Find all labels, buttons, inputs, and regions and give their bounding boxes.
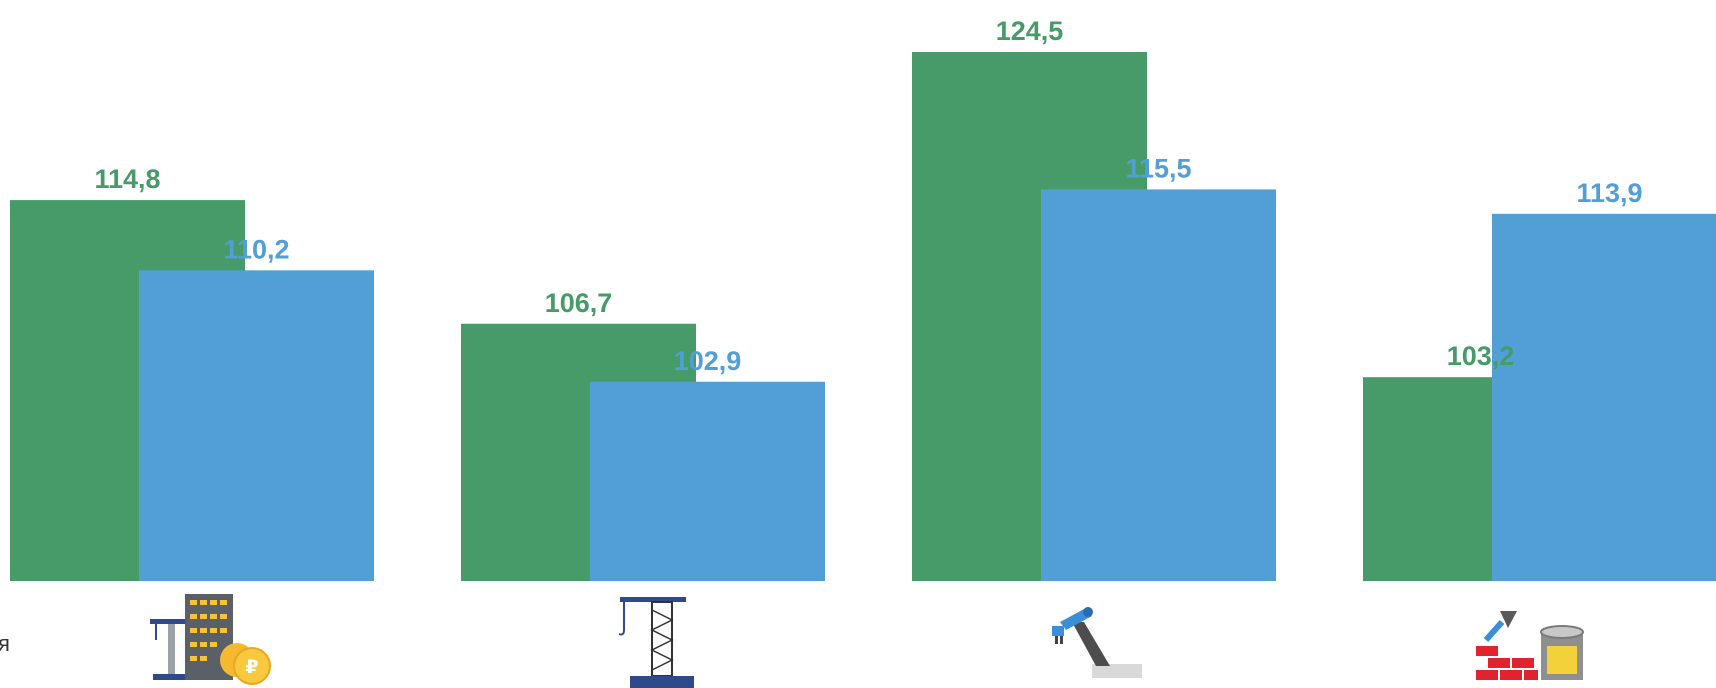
value-label-series-1-category-4: 103,2 [1447, 341, 1515, 371]
value-label-series-2-category-4: 113,9 [1576, 178, 1642, 208]
tower-crane-icon [618, 597, 694, 688]
value-label-series-1-category-1: 114,8 [94, 164, 160, 194]
value-label-series-2-category-3: 115,5 [1125, 153, 1191, 183]
building-materials-icon [1476, 611, 1584, 680]
bar-series-2-category-1 [139, 270, 374, 581]
value-labels-layer: 114,8 106,7 124,5 103,2 110,2 102,9 115,5 113,9 [94, 16, 1642, 376]
bar-series-2-category-2 [590, 381, 825, 581]
bar-series-2-category-4 [1492, 213, 1716, 582]
bar-series-2-category-3 [1041, 189, 1276, 582]
value-label-series-1-category-3: 124,5 [996, 16, 1064, 46]
bars-layer [10, 52, 1716, 582]
svg-text:₽: ₽ [245, 656, 258, 678]
robotic-arm-icon [1052, 607, 1142, 678]
value-label-series-2-category-2: 102,9 [674, 346, 742, 376]
value-label-series-1-category-2: 106,7 [545, 288, 613, 318]
cropped-left-text: я [0, 631, 10, 656]
construction-finance-icon: ₽ [150, 594, 271, 685]
value-label-series-2-category-1: 110,2 [223, 234, 289, 264]
